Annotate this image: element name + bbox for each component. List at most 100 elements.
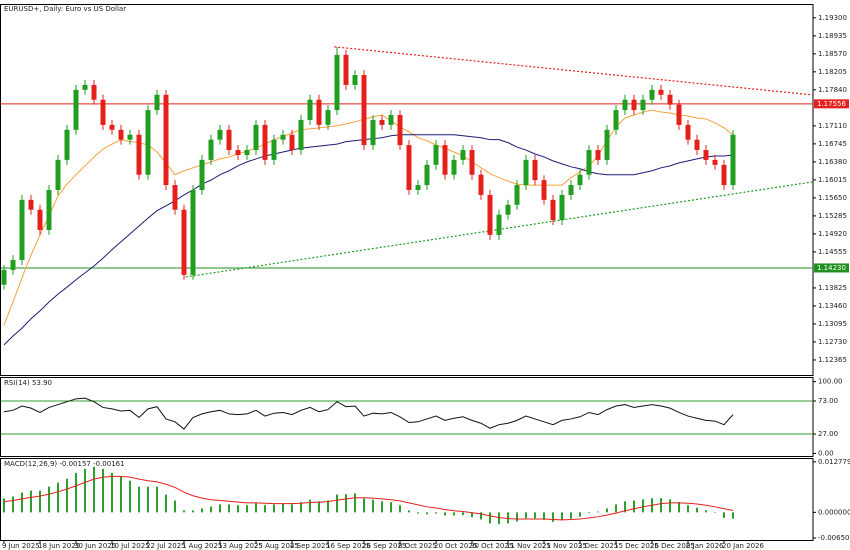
macd-bar — [678, 502, 680, 513]
x-tick-label: 26 Dec 2025 — [650, 542, 695, 550]
candle-body — [55, 159, 61, 190]
macd-bar — [300, 502, 302, 513]
trend-line — [334, 46, 813, 96]
candle-body — [559, 194, 565, 221]
macd-bar — [183, 510, 185, 513]
candle-body — [361, 75, 367, 146]
candle-body — [649, 89, 655, 100]
macd-bar — [588, 512, 590, 514]
y-tick-label: 1.15650 — [818, 194, 847, 202]
macd-bar — [660, 498, 662, 513]
x-tick-label: 21 Nov 2025 — [542, 542, 587, 550]
macd-bar — [327, 500, 329, 513]
y-tick-label: 1.16380 — [818, 158, 847, 166]
candle-body — [226, 129, 232, 151]
macd-bar — [309, 499, 311, 513]
candle-body — [64, 129, 70, 160]
x-tick-label: 22 Jul 2025 — [146, 542, 186, 550]
macd-bar — [291, 504, 293, 513]
macd-bar — [246, 505, 248, 513]
macd-bar — [687, 505, 689, 513]
macd-bar — [21, 492, 23, 513]
x-tick-label: 15 Dec 2025 — [614, 542, 659, 550]
candle-body — [334, 54, 340, 111]
macd-bar — [66, 478, 68, 513]
candle-body — [568, 185, 574, 195]
candle-body — [136, 134, 142, 175]
candle-body — [298, 119, 304, 151]
candle-body — [307, 99, 313, 120]
macd-bar — [381, 501, 383, 513]
level-price-box — [814, 263, 849, 273]
y-tick-label: 1.16745 — [818, 140, 847, 148]
y-tick-label: 1.19300 — [818, 14, 847, 22]
candle-body — [145, 110, 151, 175]
macd-bar — [399, 505, 401, 513]
macd-bar — [165, 494, 167, 513]
candle-body — [586, 150, 592, 175]
macd-bar — [642, 499, 644, 513]
candle-body — [37, 209, 43, 230]
candle-body — [208, 139, 214, 160]
macd-bar — [147, 486, 149, 513]
candle-body — [370, 119, 376, 146]
macd-bar — [534, 512, 536, 519]
x-tick-label: 11 Nov 2025 — [506, 542, 551, 550]
candle-body — [280, 134, 286, 140]
macd-bar — [255, 503, 257, 513]
candle-body — [163, 94, 169, 186]
candle-body — [1, 269, 7, 285]
macd-bar — [111, 472, 113, 513]
y-tick-label: 100.00 — [818, 378, 843, 386]
candle-body — [451, 159, 457, 175]
signal-line — [3, 475, 734, 521]
x-tick-label: 26 Sep 2025 — [362, 542, 406, 550]
x-tick-label: 9 Jun 2025 — [2, 542, 40, 550]
candle-body — [640, 99, 646, 111]
x-tick-label: 16 Sep 2025 — [326, 542, 370, 550]
level-price-label: 1.14230 — [817, 264, 846, 272]
candle-body — [703, 150, 709, 160]
y-tick-label: 1.12730 — [818, 338, 847, 346]
candle-body — [100, 99, 106, 125]
candle-body — [676, 104, 682, 125]
candle-body — [154, 94, 160, 111]
macd-bar — [489, 512, 491, 524]
macd-bar — [615, 504, 617, 513]
macd-bar — [552, 512, 554, 522]
macd-bar — [201, 508, 203, 513]
x-tick-label: 25 Aug 2025 — [254, 542, 299, 550]
macd-bar — [390, 502, 392, 513]
x-tick-label: 13 Aug 2025 — [218, 542, 263, 550]
candle-body — [325, 110, 331, 125]
candle-body — [28, 199, 34, 210]
candle-body — [577, 174, 583, 186]
y-tick-label: 0.000000 — [818, 508, 850, 516]
macd-bar — [318, 501, 320, 513]
price-panel — [0, 4, 814, 376]
candle-body — [199, 159, 205, 190]
macd-bar — [669, 499, 671, 513]
candle-body — [190, 190, 196, 275]
macd-bar — [705, 510, 707, 513]
candle-body — [118, 129, 124, 140]
candle-body — [694, 139, 700, 151]
x-tick-label: 8 Jan 2026 — [686, 542, 724, 550]
macd-bar — [543, 512, 545, 520]
rsi-panel — [0, 377, 814, 457]
x-tick-label: 20 Oct 2025 — [434, 542, 477, 550]
y-tick-label: 1.14920 — [818, 230, 847, 238]
y-tick-label: 27.00 — [818, 430, 838, 438]
macd-bar — [372, 499, 374, 513]
macd-bar — [129, 480, 131, 513]
y-tick-label: 1.13825 — [818, 284, 847, 292]
macd-bar — [462, 512, 464, 516]
y-tick-label: 1.12365 — [818, 356, 847, 364]
macd-bar — [174, 500, 176, 513]
x-tick-label: 30 Oct 2025 — [470, 542, 513, 550]
candle-body — [271, 139, 277, 160]
y-tick-label: 1.13460 — [818, 302, 847, 310]
candle-body — [235, 150, 241, 155]
